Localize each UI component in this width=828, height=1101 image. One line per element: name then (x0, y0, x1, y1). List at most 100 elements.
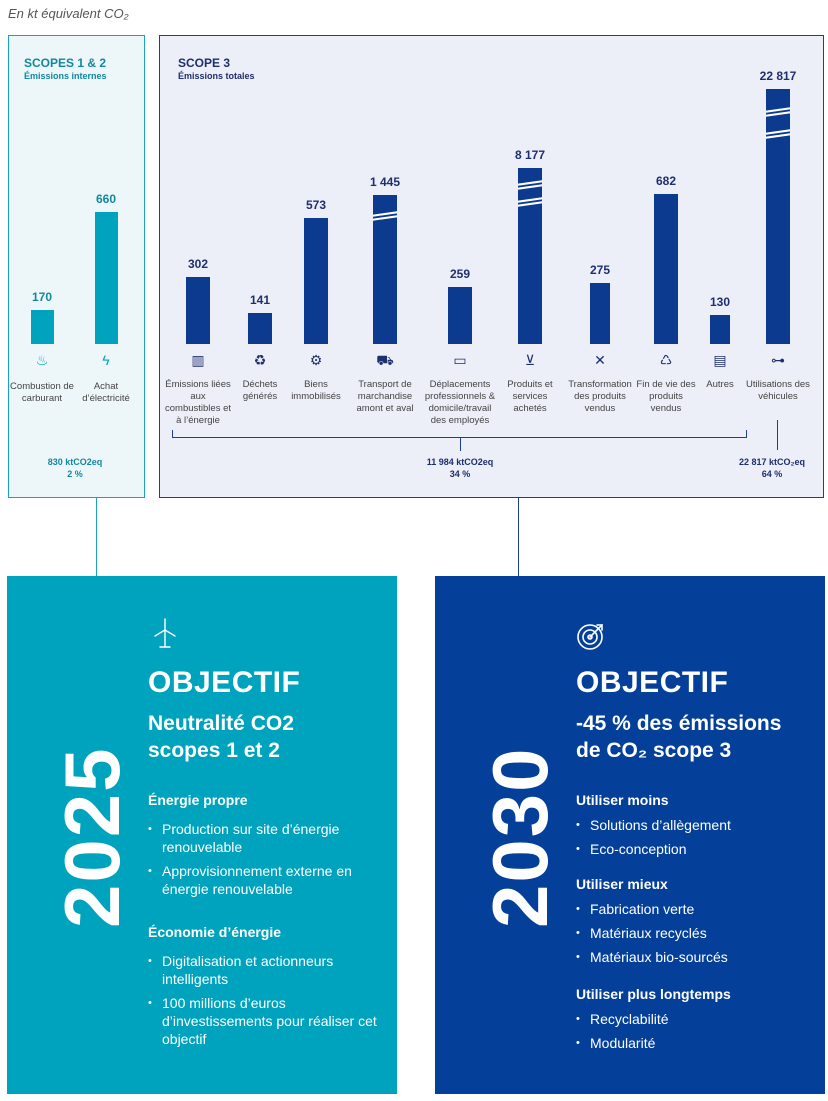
bar (30, 310, 54, 344)
section-utiliser-plus-longtemps: Utiliser plus longtemps (576, 986, 731, 1002)
bar-value-label: 8 177 (514, 148, 546, 162)
bar-value-label: 170 (31, 290, 53, 304)
trash-bin-icon: ♻ (253, 352, 267, 368)
category-label: Transport de marchandise amont et aval (356, 379, 414, 414)
bar-value-label: 275 (589, 263, 611, 278)
category-label: Fin de vie des produits vendus (636, 379, 696, 414)
list-item: Production sur site d’énergie renouvelab… (148, 820, 378, 856)
scope3-total-right-pct: 64 % (761, 469, 783, 479)
bracket-tick-center (460, 437, 461, 451)
category-label: Déchets générés (242, 379, 278, 402)
section-energie-propre: Énergie propre (148, 792, 248, 808)
bar-value-label: 302 (187, 257, 209, 272)
scope3-subtitle: Émissions totales (178, 71, 255, 81)
bracket-line-right (777, 420, 778, 450)
bar (94, 212, 118, 344)
section-utiliser-mieux: Utiliser mieux (576, 876, 668, 892)
list-item: Solutions d’allègement (576, 816, 806, 834)
objective-2030-title-1: -45 % des émissions (576, 712, 782, 735)
category-label: Transformation des produits vendus (568, 379, 632, 414)
bar (518, 168, 542, 344)
shopping-cart-icon: ⊻ (524, 352, 536, 368)
robot-arm-icon: ⚙ (309, 352, 323, 368)
list-item: Matériaux recyclés (576, 924, 806, 942)
scope12-panel (8, 35, 145, 498)
list-utiliser-plus-longtemps: Recyclabilité Modularité (576, 1010, 806, 1058)
category-label: Autres (706, 379, 734, 390)
year-2030: 2030 (476, 746, 564, 928)
unit-label: En kt équivalent CO₂ (8, 6, 129, 21)
objective-2025-box: 2025 OBJECTIF Neutralité CO2 scopes 1 et… (7, 576, 397, 1094)
bar-value-label: 259 (449, 266, 471, 281)
bar-value-label: 141 (249, 292, 271, 307)
list-item: Eco-conception (576, 840, 806, 858)
year-2025: 2025 (48, 746, 136, 928)
scope3-total-left: 11 984 ktCO2eq 34 % (395, 456, 525, 480)
factory-icon: ▥ (191, 352, 205, 368)
category-label: Produits et services achetés (507, 379, 553, 414)
scope12-total: 830 ktCO2eq 2 % (20, 456, 130, 480)
objective-2030-box: 2030 OBJECTIF -45 % des émissions de CO₂… (435, 576, 825, 1094)
category-label: Achat d’électricité (82, 381, 130, 404)
bracket-tick-start (172, 430, 173, 438)
scope3-total-right-value: 22 817 ktCO₂eq (738, 457, 806, 467)
objective-2025-title-2: scopes 1 et 2 (148, 739, 280, 762)
bar (710, 315, 730, 344)
bar (373, 195, 397, 344)
scope12-subtitle: Émissions internes (24, 71, 107, 81)
emissions-chart: 170 ♨ Combustion de carburant 660 ϟ Achat d’é… (0, 0, 828, 500)
bar (186, 277, 210, 344)
money-icon: ▤ (713, 352, 727, 368)
tools-icon: ✕ (594, 352, 606, 368)
section-economie-energie: Économie d’énergie (148, 924, 282, 940)
list-item: Approvisionnement externe en énergie ren… (148, 862, 378, 898)
list-item: Recyclabilité (576, 1010, 806, 1028)
objective-2030-title-2: de CO₂ scope 3 (576, 739, 732, 762)
bar-value-label: 660 (95, 192, 117, 206)
scope3-total-left-pct: 34 % (449, 469, 471, 479)
list-item: Digitalisation et actionneurs intelligen… (148, 952, 378, 988)
car-icon: ⊶ (771, 352, 785, 368)
objective-2025-title-1: Neutralité CO2 (148, 712, 294, 735)
bar (654, 193, 678, 344)
category-label: Combustion de carburant (10, 381, 74, 404)
category-label: Utilisations des véhicules (746, 379, 810, 402)
bar (248, 312, 272, 344)
bracket-tick-end (746, 430, 747, 438)
scope3-total-left-value: 11 984 ktCO2eq (426, 457, 494, 467)
axis-break-mark (766, 111, 790, 118)
scope3-title: SCOPE 3 (178, 56, 231, 70)
bar-value-label: 573 (305, 197, 327, 212)
bar-value-label: 130 (709, 295, 731, 310)
objective-2025-label: OBJECTIF (148, 666, 301, 699)
bus-icon: ▭ (453, 352, 467, 368)
list-item: Fabrication verte (576, 900, 806, 918)
scope3-panel (159, 35, 824, 498)
target-icon (577, 624, 603, 650)
category-label: Émissions liées aux combustibles et à l’… (165, 379, 232, 426)
bar (448, 286, 472, 344)
bar-value-label: 1 445 (369, 175, 401, 189)
bar (304, 217, 328, 344)
bar (766, 89, 790, 344)
scope3-total-right: 22 817 ktCO₂eq 64 % (722, 456, 822, 480)
scope12-total-pct: 2 % (67, 469, 83, 479)
list-utiliser-moins: Solutions d’allègement Eco-conception (576, 816, 806, 864)
bracket-line-left (172, 437, 747, 438)
list-item: Modularité (576, 1034, 806, 1052)
connector-2030 (518, 498, 519, 576)
objective-2030-label: OBJECTIF (576, 666, 729, 699)
wind-turbine-icon (154, 618, 176, 648)
bar-value-label: 682 (655, 173, 677, 188)
scope12-title: SCOPES 1 & 2 (24, 56, 107, 70)
section-utiliser-moins: Utiliser moins (576, 792, 669, 808)
category-label: Déplacements professionnels & domicile/t… (424, 379, 496, 426)
list-utiliser-mieux: Fabrication verte Matériaux recyclés Mat… (576, 900, 806, 972)
connector-2025 (96, 498, 97, 576)
lightning-icon: ϟ (102, 352, 110, 368)
recycle-icon: ♺ (659, 352, 673, 368)
bar (590, 283, 610, 344)
scope12-total-value: 830 ktCO2eq (47, 457, 103, 467)
bar-value-label: 22 817 (759, 69, 797, 83)
truck-icon: ⛟ (376, 352, 394, 368)
